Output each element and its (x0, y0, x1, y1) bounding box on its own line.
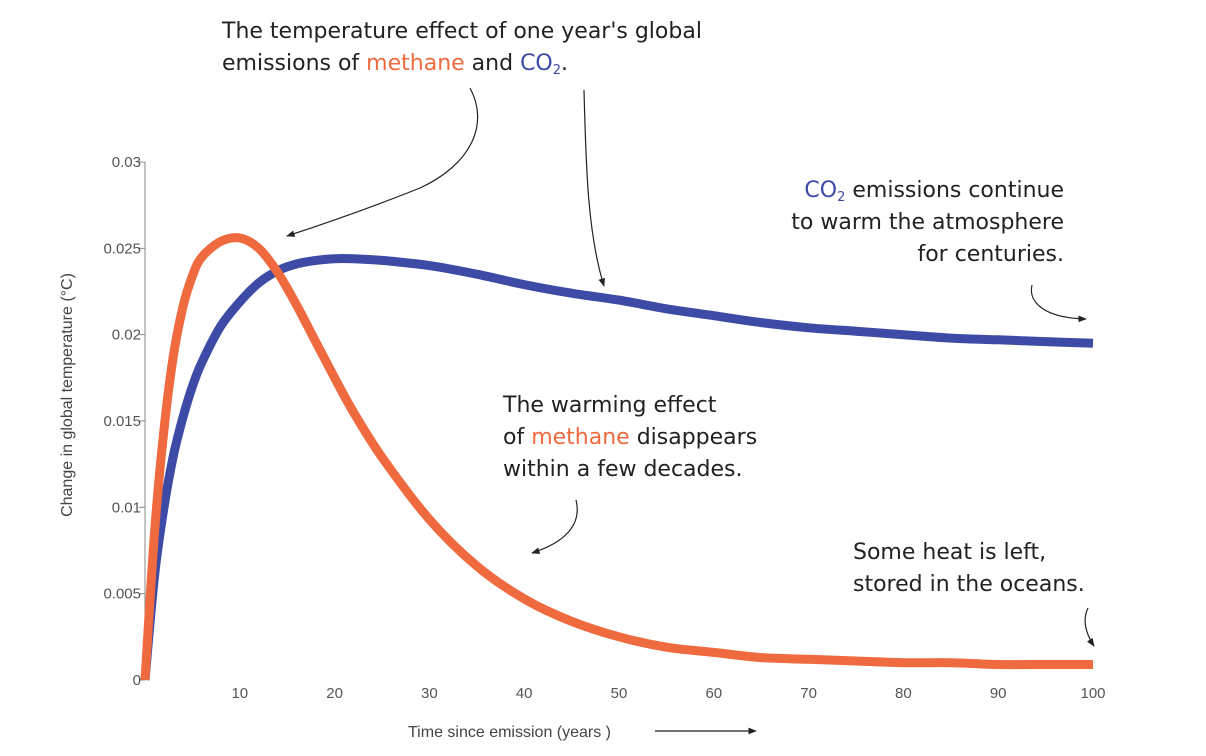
co2-curve-arrow (583, 89, 605, 287)
methane-note-line-2: of methane disappears (503, 425, 758, 450)
series-lines (140, 233, 1094, 681)
co2-centuries-arrow (1030, 284, 1087, 323)
y-ticks: 0 0.005 0.01 0.015 0.02 0.025 0.03 (103, 154, 145, 689)
y-tick-label: 0.015 (103, 413, 141, 430)
methane-note-line-3: within a few decades. (503, 457, 743, 482)
x-tick-label: 20 (326, 685, 343, 702)
co2-note-line-2: to warm the atmosphere (791, 210, 1064, 235)
y-tick-label: 0.025 (103, 240, 141, 257)
heat-left-arrow (1084, 607, 1095, 647)
heat-annotation: Some heat is left, stored in the oceans. (853, 537, 1085, 601)
x-tick-label: 10 (231, 685, 248, 702)
x-tick-label: 50 (611, 685, 628, 702)
x-tick-label: 90 (990, 685, 1007, 702)
x-tick-label: 30 (421, 685, 438, 702)
methane-line (140, 233, 1093, 681)
x-tick-label: 40 (516, 685, 533, 702)
x-tick-label: 100 (1080, 685, 1105, 702)
methane-decline-arrow (531, 499, 578, 554)
title-line-1: The temperature effect of one year's glo… (222, 19, 702, 44)
methane-peak-arrow (286, 87, 479, 237)
methane-annotation: The warming effect of methane disappears… (503, 390, 757, 486)
y-axis-title: Change in global temperature (°C) (59, 273, 76, 517)
y-tick-label: 0.01 (112, 499, 141, 516)
heat-note-line-1: Some heat is left, (853, 540, 1047, 565)
x-tick-label: 80 (895, 685, 912, 702)
title-annotation: The temperature effect of one year's glo… (222, 16, 702, 80)
co2-line (140, 253, 1094, 681)
co2-note-line-1: CO2 emissions continue (804, 178, 1064, 205)
x-ticks: 10 20 30 40 50 60 70 80 90 100 (231, 685, 1105, 702)
co2-note-line-3: for centuries. (917, 242, 1064, 267)
y-tick-label: 0.02 (112, 327, 141, 344)
title-line-2: emissions of methane and CO2. (222, 51, 569, 78)
x-axis-title: Time since emission (years ) (408, 724, 611, 741)
y-tick-label: 0 (133, 672, 141, 689)
methane-note-line-1: The warming effect (503, 393, 717, 418)
y-tick-label: 0.03 (112, 154, 141, 171)
y-tick-label: 0.005 (103, 586, 141, 603)
x-tick-label: 60 (705, 685, 722, 702)
heat-note-line-2: stored in the oceans. (853, 572, 1085, 597)
co2-annotation: CO2 emissions continue to warm the atmos… (791, 175, 1064, 271)
co2-label: CO2 (520, 51, 562, 78)
methane-label: methane (366, 51, 465, 76)
x-tick-label: 70 (800, 685, 817, 702)
